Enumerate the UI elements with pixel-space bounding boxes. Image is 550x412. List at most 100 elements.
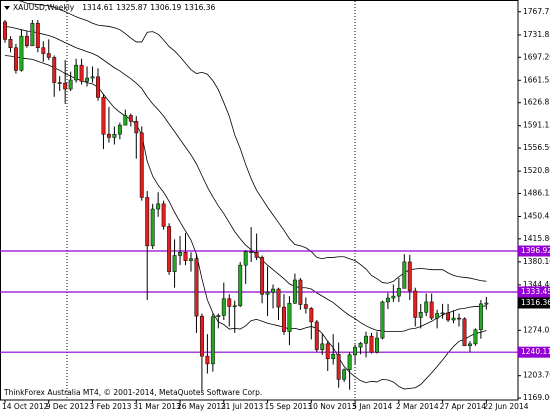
candle-body [227, 298, 232, 307]
x-tick-label: 9 Dec 2012 [46, 402, 89, 411]
candle-body [52, 57, 57, 83]
candle-body [183, 252, 188, 261]
level-label-box [518, 346, 550, 358]
candle-body [375, 337, 379, 353]
candle-body [484, 302, 489, 305]
x-tick-label: 5 Jan 2014 [352, 402, 392, 411]
candle-body [205, 355, 210, 365]
candle-body [298, 279, 303, 305]
candle-body [139, 132, 144, 198]
x-tick-label: 3 Feb 2013 [90, 402, 132, 411]
candle-body [342, 369, 347, 380]
candle-body [161, 203, 166, 227]
candle-body [41, 47, 46, 54]
footnote: ThinkForex Australia MT4, © 2001-2014, M… [3, 388, 262, 397]
candle-body [457, 317, 461, 320]
candle-body [276, 288, 281, 308]
candle-body [106, 133, 111, 138]
candle-body [336, 353, 341, 380]
candle-body [451, 317, 456, 321]
candle-body [90, 76, 95, 79]
band-middle [4, 26, 487, 333]
candle-body [63, 82, 68, 90]
candle-body [24, 35, 29, 47]
plot-area [0, 0, 518, 391]
y-tick-label: 1661.55 [523, 75, 550, 84]
candle-body [96, 76, 100, 98]
candle-body [30, 22, 35, 47]
price-label-box [518, 297, 550, 309]
candle-body [178, 252, 182, 256]
candle-body [462, 318, 467, 347]
x-tick-label: 15 Sep 2013 [265, 402, 313, 411]
candle-body [167, 226, 172, 272]
x-tick-label: 21 Jul 2013 [221, 402, 264, 411]
y-tick-label: 1486.15 [523, 188, 550, 197]
chart-header: XAUUSD,Weekly 1314.61 1325.87 1306.19 1316.3… [13, 3, 216, 12]
candle-body [249, 251, 254, 253]
y-tick-label: 1697.20 [523, 52, 550, 61]
candle-body [74, 64, 79, 81]
x-tick-label: 31 Mar 2013 [133, 402, 181, 411]
candle-body [19, 35, 24, 71]
y-tick-label: 1767.75 [523, 7, 550, 16]
y-tick-label: 1380.10 [523, 257, 550, 266]
x-tick-label: 10 Nov 2013 [308, 402, 356, 411]
candle-body [265, 292, 270, 295]
y-tick-label: 1626.85 [523, 98, 550, 107]
candle-body [156, 203, 161, 210]
header-close: 1316.36 [184, 3, 215, 12]
candle-body [292, 279, 297, 304]
candle-body [46, 53, 51, 58]
candle-body [199, 315, 204, 357]
candle-body [429, 301, 434, 319]
candle-body [314, 321, 319, 350]
candle-body [68, 79, 73, 90]
y-tick-label: 1450.45 [523, 211, 550, 220]
candle-body [117, 124, 122, 135]
y-tick-label: 1169.00 [523, 393, 550, 402]
candle-body [396, 288, 401, 297]
candle-body [424, 301, 429, 313]
band-lower [4, 55, 487, 390]
symbol-icon [4, 6, 10, 10]
candle-body [468, 343, 472, 347]
candle-body [331, 353, 336, 359]
candle-body [85, 77, 89, 82]
candle-body [385, 297, 390, 303]
candle-body [391, 295, 396, 299]
y-tick-label: 1556.50 [523, 143, 550, 152]
y-tick-label: 1520.80 [523, 166, 550, 175]
candle-body [123, 115, 128, 126]
candle-body [413, 290, 418, 318]
y-tick-label: 1591.15 [523, 121, 550, 130]
candle-body [216, 315, 221, 318]
candle-body [35, 22, 40, 48]
x-tick-label: 27 Apr 2014 [440, 402, 487, 411]
candle-body [79, 64, 84, 82]
candle-body [112, 133, 117, 138]
candle-body [380, 301, 385, 339]
candle-body [254, 252, 259, 258]
x-tick-label: 14 Oct 2012 [2, 402, 49, 411]
candle-body [309, 308, 314, 323]
y-tick-label: 1203.70 [523, 371, 550, 380]
header-high: 1325.87 [116, 3, 147, 12]
candle-body [282, 306, 286, 332]
candle-body [134, 121, 139, 134]
candle-body [145, 197, 150, 247]
x-tick-label: 26 May 2013 [177, 402, 226, 411]
y-tick-label: 1415.80 [523, 234, 550, 243]
candle-body [260, 257, 265, 295]
level-label-box [518, 286, 550, 298]
candle-body [243, 251, 248, 266]
candle-body [57, 82, 62, 84]
candle-body [353, 346, 358, 356]
candle-body [440, 312, 445, 315]
candle-body [210, 316, 215, 365]
price-label: 1316.36 [521, 298, 550, 307]
candle-body [369, 335, 374, 353]
candle-body [303, 304, 308, 309]
